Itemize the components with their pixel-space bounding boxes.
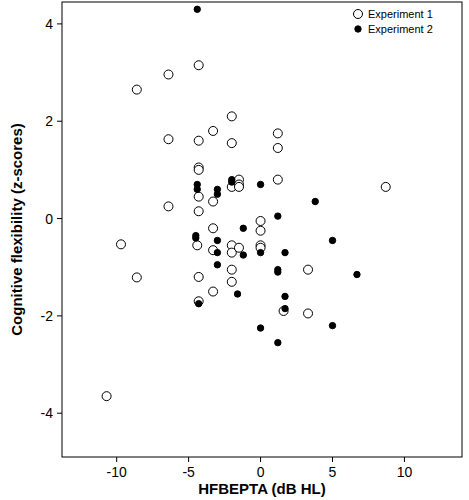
point	[312, 198, 318, 204]
point	[194, 192, 203, 201]
y-tick	[57, 121, 62, 122]
point	[282, 305, 288, 311]
x-tick-label: -5	[182, 464, 195, 480]
point	[381, 182, 390, 191]
point	[209, 197, 218, 206]
points	[102, 6, 390, 401]
point	[132, 273, 141, 282]
point	[273, 143, 282, 152]
x-tick-label: 5	[329, 464, 337, 480]
y-axis-title: Cognitive flexibility (z-scores)	[8, 123, 25, 336]
point	[275, 213, 281, 219]
point	[329, 322, 335, 328]
x-axis-title: HFBEPTA (dB HL)	[198, 480, 325, 497]
point	[257, 181, 263, 187]
point	[164, 202, 173, 211]
point	[227, 139, 236, 148]
point	[257, 325, 263, 331]
point	[275, 339, 281, 345]
y-tick	[57, 315, 62, 316]
x-tick	[332, 457, 333, 462]
x-tick	[404, 457, 405, 462]
legend-label: Experiment 1	[368, 8, 433, 20]
legend-label: Experiment 2	[368, 23, 433, 35]
point	[194, 272, 203, 281]
point	[304, 265, 313, 274]
x-tick	[260, 457, 261, 462]
point	[195, 301, 201, 307]
x-tick-label: 10	[397, 464, 413, 480]
point	[282, 293, 288, 299]
y-tick	[57, 218, 62, 219]
legend-marker	[354, 10, 363, 19]
point	[256, 226, 265, 235]
point	[240, 252, 246, 258]
point	[194, 186, 200, 192]
point	[234, 182, 243, 191]
point	[214, 262, 220, 268]
point	[227, 277, 236, 286]
point	[116, 240, 125, 249]
point	[194, 207, 203, 216]
point	[329, 237, 335, 243]
point	[194, 6, 200, 12]
x-tick-label: -10	[107, 464, 127, 480]
point	[164, 135, 173, 144]
point	[227, 112, 236, 121]
y-tick-label: -2	[41, 308, 54, 324]
point	[214, 249, 220, 255]
chart: -10 -5 0 5 10 4 2 0 -2 -4 HFBEPTA (dB HL) Cognitive…	[0, 0, 469, 500]
point	[193, 241, 202, 250]
point	[214, 191, 220, 197]
point	[304, 309, 313, 318]
legend-marker	[355, 26, 361, 32]
y-tick	[57, 413, 62, 414]
y-tick	[57, 23, 62, 24]
point	[234, 243, 243, 252]
point	[354, 271, 360, 277]
point	[275, 269, 281, 275]
point	[257, 249, 263, 255]
plot-frame	[62, 2, 462, 457]
point	[209, 287, 218, 296]
y-tick-label: 2	[45, 113, 53, 129]
point	[209, 126, 218, 135]
y-tick-label: -4	[41, 405, 54, 421]
point	[240, 225, 246, 231]
x-tick	[188, 457, 189, 462]
point	[193, 235, 199, 241]
point	[164, 70, 173, 79]
point	[273, 129, 282, 138]
point	[209, 224, 218, 233]
point	[282, 249, 288, 255]
point	[194, 165, 203, 174]
point	[102, 392, 111, 401]
point	[194, 136, 203, 145]
point	[132, 85, 141, 94]
point	[256, 216, 265, 225]
x-tick-label: 0	[257, 464, 265, 480]
point	[194, 61, 203, 70]
y-tick-label: 0	[45, 211, 53, 227]
point	[234, 291, 240, 297]
x-tick	[116, 457, 117, 462]
y-tick-label: 4	[45, 16, 53, 32]
point	[229, 179, 235, 185]
point	[214, 237, 220, 243]
point	[273, 175, 282, 184]
point	[227, 265, 236, 274]
